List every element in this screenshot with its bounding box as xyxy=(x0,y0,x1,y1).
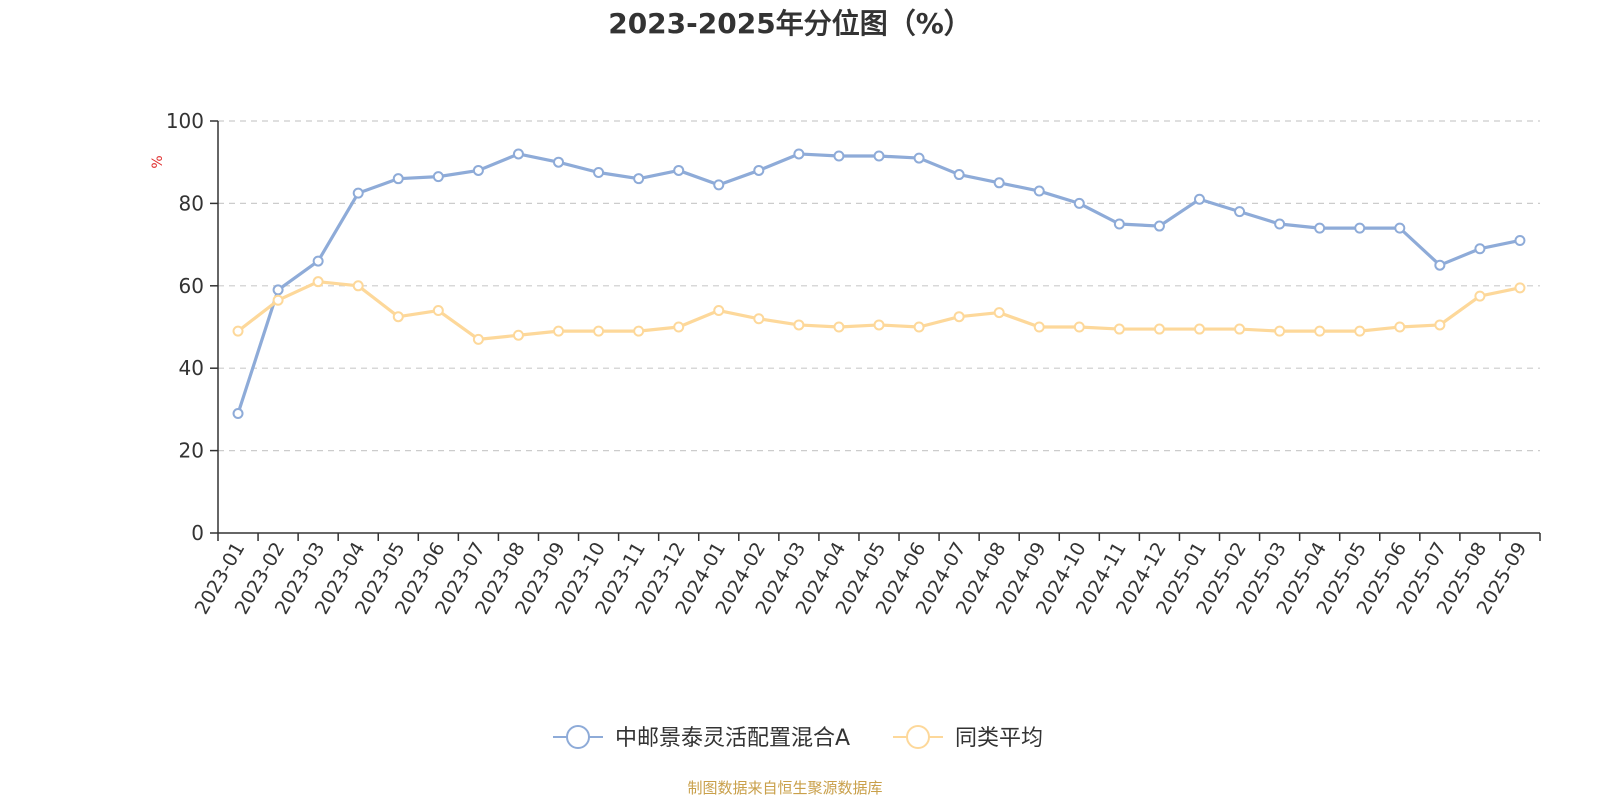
y-tick-label: 100 xyxy=(166,109,204,133)
data-point xyxy=(232,325,244,337)
data-point xyxy=(1274,325,1286,337)
data-point xyxy=(753,313,765,325)
data-point xyxy=(713,179,725,191)
legend-marker xyxy=(566,725,590,749)
grid xyxy=(218,120,1540,452)
data-point xyxy=(793,148,805,160)
data-point xyxy=(1354,325,1366,337)
data-point xyxy=(352,187,364,199)
data-point xyxy=(593,167,605,178)
data-point xyxy=(1434,319,1446,331)
data-point xyxy=(472,164,484,176)
data-point xyxy=(1514,282,1526,294)
data-point xyxy=(392,173,404,185)
data-point xyxy=(833,321,845,333)
data-point xyxy=(1394,222,1406,234)
data-point xyxy=(873,150,885,162)
y-tick-label: 0 xyxy=(191,521,204,545)
legend-item-1: 中邮景泰灵活配置混合A xyxy=(553,725,850,751)
data-point xyxy=(553,156,565,168)
data-point xyxy=(1193,323,1205,335)
data-point xyxy=(593,325,605,337)
legend-label: 同类平均 xyxy=(955,726,1043,751)
y-tick-label: 60 xyxy=(179,274,204,298)
data-point xyxy=(312,255,324,267)
data-point xyxy=(793,319,805,331)
data-point xyxy=(873,319,885,331)
data-point xyxy=(913,321,925,333)
data-point xyxy=(553,325,565,337)
data-point xyxy=(953,169,965,181)
data-point xyxy=(1274,218,1286,230)
data-point xyxy=(1033,185,1045,197)
y-tick-label: 80 xyxy=(179,191,204,215)
series-line xyxy=(237,280,1521,341)
legend: 中邮景泰灵活配置混合A 同类平均 xyxy=(553,725,1043,751)
series-line xyxy=(236,152,1521,415)
y-tick-label: 20 xyxy=(179,439,204,463)
data-point xyxy=(1234,323,1246,335)
data-point xyxy=(1474,290,1486,302)
data-point xyxy=(833,150,845,162)
legend-marker xyxy=(906,725,930,749)
data-point xyxy=(633,173,645,185)
data-point xyxy=(993,177,1005,189)
data-point xyxy=(1434,259,1446,271)
data-point xyxy=(1314,222,1326,234)
legend-item-2: 同类平均 xyxy=(893,725,1043,751)
data-point xyxy=(1314,325,1326,337)
data-point xyxy=(633,325,645,337)
data-point xyxy=(1354,222,1366,234)
data-point xyxy=(1234,206,1246,218)
data-point xyxy=(1474,243,1486,255)
y-tick-label: 40 xyxy=(179,356,204,380)
data-point xyxy=(993,307,1005,319)
y-axis-label: % xyxy=(150,155,166,168)
data-source-note: 制图数据来自恒生聚源数据库 xyxy=(687,779,882,797)
data-point xyxy=(1193,193,1205,205)
data-point xyxy=(1033,321,1045,333)
data-point xyxy=(753,164,765,176)
series-2 xyxy=(232,276,1526,345)
data-point xyxy=(352,280,364,292)
data-point xyxy=(392,311,404,323)
series xyxy=(232,148,1526,420)
data-point xyxy=(1073,197,1085,209)
data-point xyxy=(272,294,284,306)
data-point xyxy=(232,408,244,420)
legend-label: 中邮景泰灵活配置混合A xyxy=(615,726,850,751)
data-point xyxy=(312,276,324,288)
data-point xyxy=(913,152,925,164)
data-point xyxy=(1153,323,1165,335)
data-point xyxy=(512,148,524,160)
axes: 0204060801002023-012023-022023-032023-04… xyxy=(166,109,1541,618)
data-point xyxy=(713,305,725,317)
data-point xyxy=(1394,321,1406,333)
data-point xyxy=(673,321,685,333)
data-point xyxy=(1113,323,1125,335)
data-point xyxy=(432,171,444,183)
data-point xyxy=(1073,321,1085,333)
series-1 xyxy=(232,148,1526,420)
data-point xyxy=(432,305,444,317)
chart-title: 2023-2025年分位图（%） xyxy=(608,7,972,40)
data-point xyxy=(1113,218,1125,230)
data-point xyxy=(953,311,965,323)
data-point xyxy=(1514,234,1526,246)
data-point xyxy=(673,164,685,176)
data-point xyxy=(272,284,284,296)
data-point xyxy=(1153,220,1165,232)
data-point xyxy=(472,333,484,345)
data-point xyxy=(512,329,524,341)
